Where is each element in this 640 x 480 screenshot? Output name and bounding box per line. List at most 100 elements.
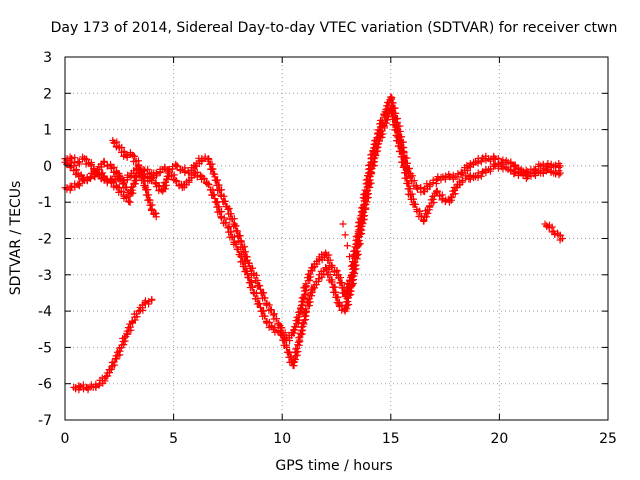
data-point-fill (272, 315, 280, 323)
data-point-fill (237, 238, 245, 246)
data-point-fill (331, 288, 339, 296)
data-point-fill (161, 185, 169, 193)
data-point-fill (141, 297, 149, 305)
data-point-fill (209, 170, 217, 178)
y-tick-label: 2 (43, 86, 52, 102)
data-point-fill (144, 186, 152, 194)
tick-marks (64, 56, 609, 421)
data-point-fill (457, 168, 465, 176)
data-point-fill (361, 212, 369, 220)
data-point-fill (248, 283, 256, 291)
data-point (558, 235, 566, 242)
data-point-fill (345, 301, 353, 309)
data-point-fill (235, 232, 243, 240)
data-point-fill (247, 278, 255, 286)
data-point-fill (208, 165, 216, 173)
data-point-fill (519, 171, 527, 179)
data-point-fill (221, 197, 229, 205)
data-point-fill (306, 298, 314, 306)
data-point-fill (410, 200, 418, 208)
data-point-fill (135, 161, 143, 169)
data-point-fill (151, 179, 159, 187)
data-point-fill (405, 185, 413, 193)
data-point (511, 162, 519, 170)
y-tick-label: -6 (38, 377, 52, 393)
data-point-fill (128, 186, 136, 194)
data-point (346, 253, 354, 261)
data-point-fill (352, 261, 360, 269)
data-point-fill (378, 133, 386, 141)
data-point-fill (117, 174, 125, 182)
data-point-fill (149, 174, 157, 182)
data-point-fill (255, 300, 263, 308)
data-point-fill (162, 181, 170, 189)
data-point-fill (139, 176, 147, 184)
data-point-fill (290, 329, 298, 337)
data-point-fill (334, 293, 342, 301)
data-point-fill (204, 155, 212, 163)
data-point-fill (77, 171, 85, 179)
data-point-fill (121, 334, 129, 342)
data-point-fill (200, 174, 208, 182)
data-point-fill (442, 172, 450, 180)
data-point-fill (291, 326, 299, 334)
data-point (343, 242, 351, 250)
data-point-fill (123, 152, 131, 160)
data-point-fill (210, 191, 218, 199)
data-point-fill (222, 218, 230, 226)
data-point-fill (477, 158, 485, 166)
data-point-fill (433, 187, 441, 195)
data-point-fill (66, 164, 74, 172)
data-point-fill (303, 283, 311, 291)
data-point-fill (129, 189, 137, 197)
data-points (61, 93, 566, 394)
data-point-fill (242, 267, 250, 275)
y-axis-label: SDTVAR / TECUs (8, 181, 24, 296)
data-point-fill (337, 279, 345, 287)
data-point-fill (356, 240, 364, 248)
x-tick-label: 10 (273, 431, 291, 447)
data-point-fill (152, 209, 159, 217)
data-point-fill (555, 171, 563, 179)
x-tick-label: 25 (599, 431, 617, 447)
data-point (270, 325, 278, 333)
data-point-fill (327, 278, 335, 286)
data-point-fill (393, 126, 401, 134)
data-point-fill (353, 247, 361, 255)
data-point-fill (303, 308, 311, 316)
data-point-fill (507, 165, 515, 173)
data-point-fill (84, 384, 92, 392)
grid (65, 57, 608, 420)
data-point (341, 231, 349, 239)
data-point-fill (231, 222, 239, 230)
data-point-fill (294, 348, 302, 356)
data-point-fill (100, 157, 108, 165)
data-point-fill (213, 176, 221, 184)
data-point-fill (466, 175, 474, 183)
data-point (556, 169, 564, 177)
data-point-fill (366, 172, 374, 180)
data-point-fill (68, 155, 76, 163)
data-point-fill (147, 205, 155, 213)
y-tick-label: -5 (38, 340, 52, 356)
data-point-fill (95, 381, 103, 389)
data-point-fill (145, 196, 153, 204)
data-point-fill (86, 174, 94, 182)
data-point (74, 158, 82, 166)
data-point-fill (532, 170, 540, 178)
data-point (543, 166, 551, 174)
data-point (126, 198, 134, 206)
data-point-fill (260, 294, 268, 302)
x-axis-label: GPS time / hours (275, 458, 392, 474)
y-tick-label: -3 (38, 268, 52, 284)
data-point-fill (172, 177, 180, 185)
data-point-fill (96, 170, 104, 178)
data-point (135, 307, 143, 315)
data-point-fill (80, 385, 88, 393)
data-point-fill (232, 240, 240, 248)
y-tick-label: 3 (43, 50, 52, 66)
data-point-fill (314, 277, 322, 285)
data-point-fill (387, 110, 395, 118)
plot-frame (64, 56, 609, 421)
